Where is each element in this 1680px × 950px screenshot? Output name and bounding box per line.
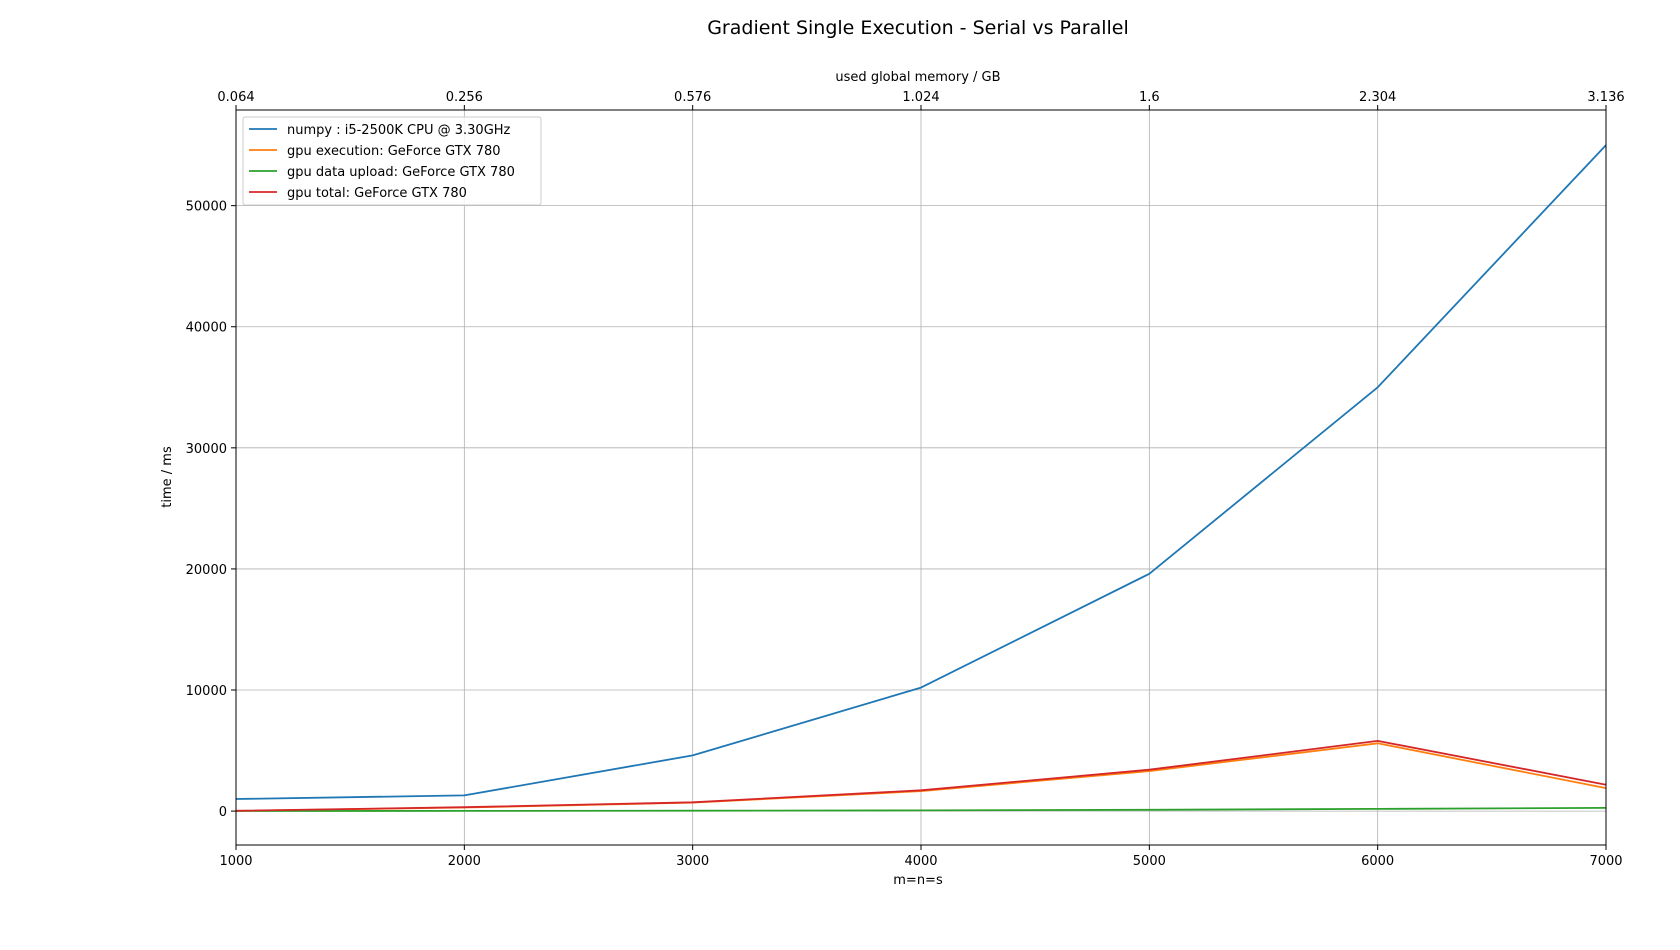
x-top-tick-label: 0.256	[446, 90, 483, 105]
y-tick-label: 10000	[186, 684, 227, 699]
x-tick-label: 1000	[219, 854, 252, 869]
x-top-tick-label: 2.304	[1359, 90, 1396, 105]
legend-label: numpy : i5-2500K CPU @ 3.30GHz	[287, 123, 511, 138]
y-tick-label: 40000	[186, 321, 227, 336]
grid	[235, 110, 1607, 845]
x-top-tick-label: 3.136	[1587, 90, 1624, 105]
x-tick-label: 3000	[676, 854, 709, 869]
x-top-tick-label: 0.576	[674, 90, 711, 105]
series-layer	[235, 144, 1607, 812]
y-tick-label: 50000	[186, 200, 227, 215]
series-line-4	[235, 740, 1607, 812]
x-tick-label: 5000	[1133, 854, 1166, 869]
x-top-tick-label: 1.6	[1139, 90, 1160, 105]
x-top-tick-label: 1.024	[902, 90, 939, 105]
x-tick-label: 2000	[448, 854, 481, 869]
y-tick-label: 30000	[186, 442, 227, 457]
x-top-axis-label: used global memory / GB	[835, 70, 1000, 85]
legend-label: gpu total: GeForce GTX 780	[287, 186, 467, 201]
ticks: 1000 0.064 2000 0.256 3000 0.576 4000 1.024 5000…	[186, 90, 1625, 869]
x-tick-label: 6000	[1361, 854, 1394, 869]
legend-label: gpu data upload: GeForce GTX 780	[287, 165, 515, 180]
y-axis-label: time / ms	[160, 446, 175, 508]
legend-label: gpu execution: GeForce GTX 780	[287, 144, 501, 159]
x-tick-label: 7000	[1589, 854, 1622, 869]
series-line-1	[235, 144, 1607, 800]
x-axis-label: m=n=s	[893, 873, 943, 888]
y-tick-label: 20000	[186, 563, 227, 578]
chart-title: Gradient Single Execution - Serial vs Pa…	[707, 17, 1129, 39]
y-tick-label: 0	[219, 805, 227, 820]
legend-box	[242, 116, 542, 206]
x-top-tick-label: 0.064	[217, 90, 254, 105]
series-line-3	[235, 807, 1607, 812]
legend: numpy : i5-2500K CPU @ 3.30GHz gpu execut…	[242, 116, 542, 206]
x-tick-label: 4000	[904, 854, 937, 869]
